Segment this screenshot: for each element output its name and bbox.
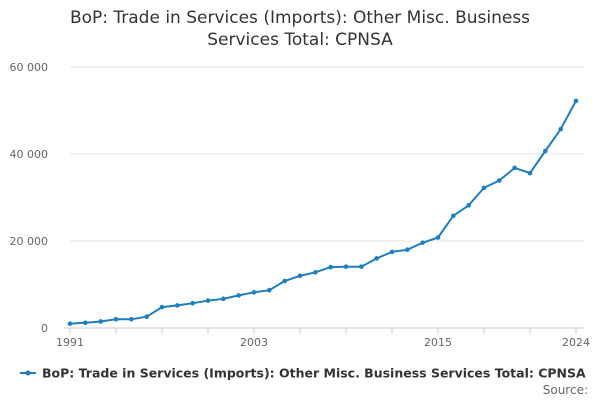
data-point	[481, 185, 487, 191]
data-point	[466, 203, 471, 208]
data-point	[558, 126, 563, 132]
data-point	[129, 317, 134, 322]
data-point	[543, 148, 548, 154]
data-point	[205, 298, 211, 303]
x-tick-label: 1991	[56, 336, 84, 349]
y-tick-label: 0	[41, 322, 48, 335]
data-point	[359, 264, 364, 269]
x-tick-label: 2015	[424, 336, 452, 349]
data-point	[267, 287, 272, 293]
data-point	[251, 290, 257, 295]
data-point	[144, 314, 149, 319]
data-point	[389, 249, 395, 255]
chart-title: BoP: Trade in Services (Imports): Other …	[20, 7, 580, 51]
legend-marker	[25, 370, 31, 376]
data-point	[236, 293, 241, 298]
chart-title-line-2: Services Total: CPNSA	[207, 30, 393, 50]
x-tick-label: 2003	[240, 336, 268, 349]
data-point	[573, 98, 579, 104]
y-tick-label: 60 000	[10, 61, 49, 74]
data-point	[328, 264, 333, 270]
data-point	[512, 165, 517, 171]
source-label: Source:	[543, 383, 588, 397]
data-point	[451, 213, 456, 219]
y-tick-label: 20 000	[10, 235, 49, 248]
data-point	[343, 264, 349, 269]
data-point	[374, 256, 379, 261]
data-point	[113, 317, 119, 322]
data-point	[527, 170, 533, 176]
data-point	[420, 240, 425, 246]
data-point	[297, 273, 303, 279]
data-point	[313, 270, 318, 275]
data-point	[190, 300, 195, 306]
data-point	[67, 321, 73, 326]
data-point	[497, 178, 502, 183]
data-point	[175, 303, 180, 308]
data-point	[221, 296, 226, 302]
data-point	[405, 247, 410, 252]
legend-label: BoP: Trade in Services (Imports): Other …	[42, 366, 586, 381]
y-tick-label: 40 000	[10, 148, 49, 161]
data-point	[282, 278, 287, 284]
data-point	[83, 320, 88, 326]
x-tick-label: 2024	[562, 336, 590, 349]
chart-title-line-1: BoP: Trade in Services (Imports): Other …	[69, 8, 531, 28]
series-line	[69, 100, 577, 325]
data-point	[159, 304, 165, 310]
data-point	[435, 235, 441, 240]
data-point	[98, 319, 103, 324]
